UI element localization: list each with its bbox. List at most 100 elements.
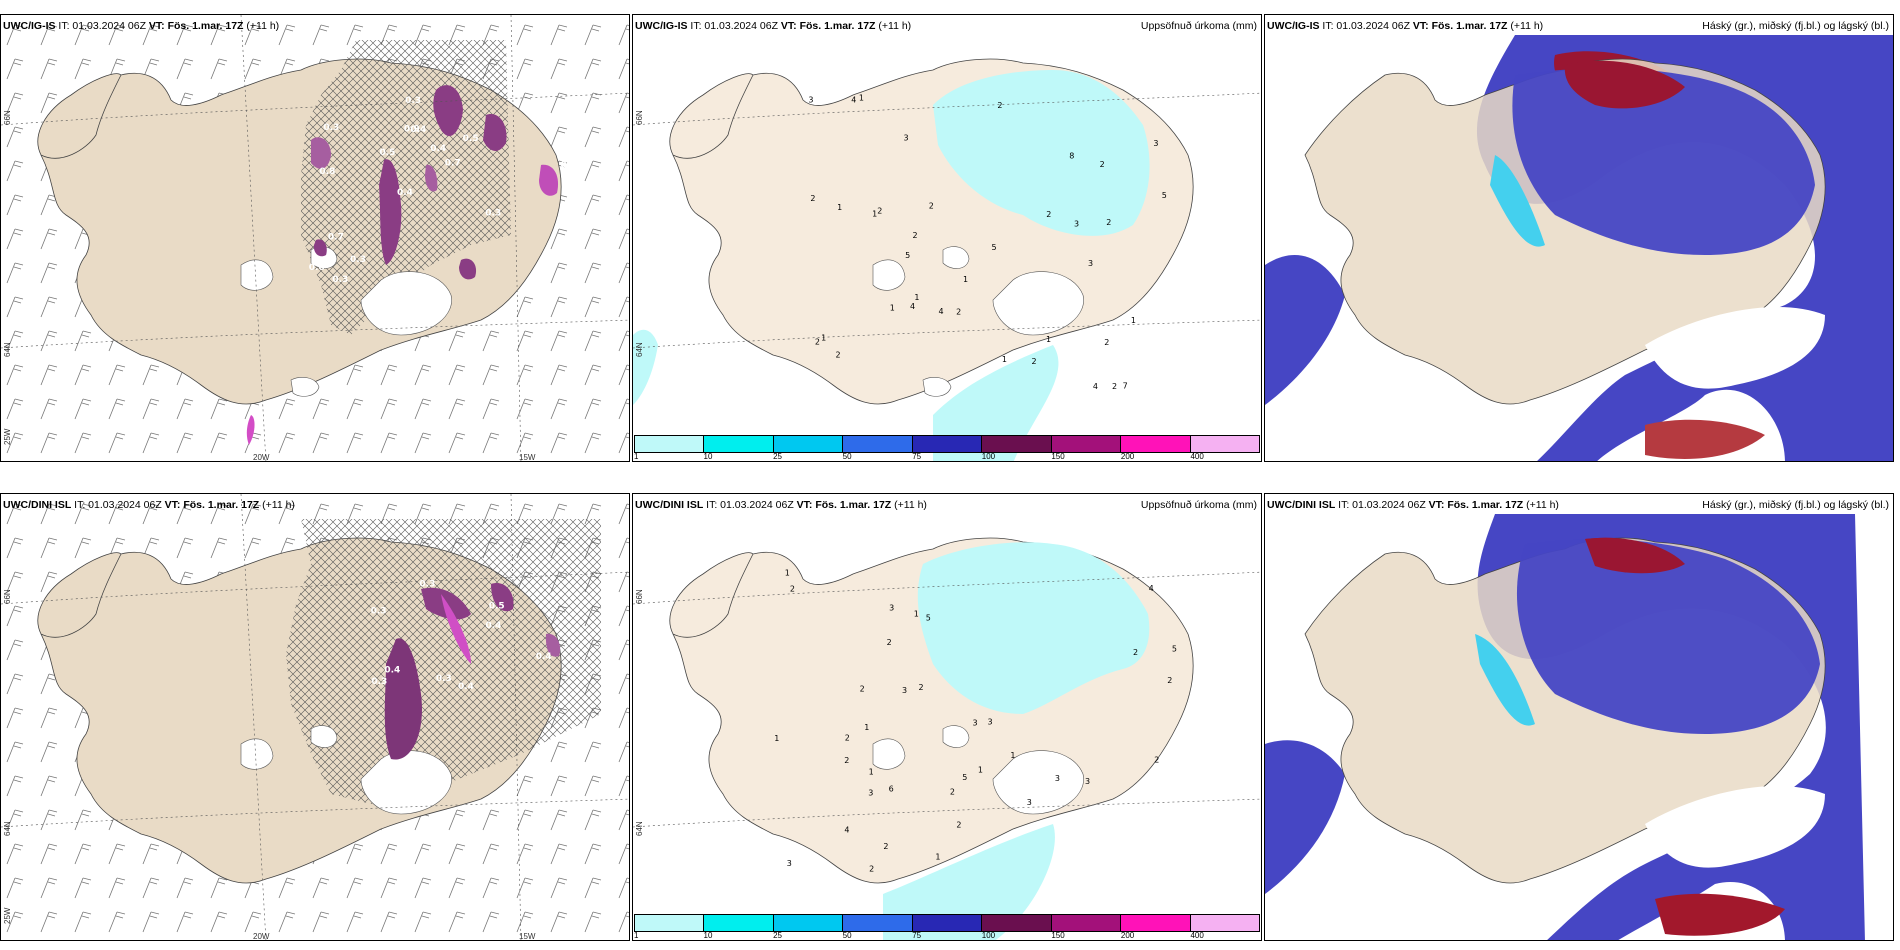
lat-label-64: 64N [3, 342, 12, 357]
map-value-label: 1 [864, 723, 869, 732]
map-value-label: 3 [1153, 139, 1158, 148]
precip-colorbar [634, 914, 1260, 932]
glacier-vatnajokull [992, 750, 1084, 815]
map-value-label: 2 [1104, 338, 1109, 347]
map-value-label: 0.5 [379, 148, 395, 158]
map-value-label: 2 [860, 684, 865, 693]
hatched-area [286, 519, 601, 804]
lead-time: (+11 h) [878, 20, 912, 32]
map-value-label: 7 [1123, 382, 1128, 391]
model-name: UWC/DINI ISL [3, 499, 72, 511]
map-value-label: 2 [810, 194, 815, 203]
precip-colorbar-labels: 1 10 25 50 75 100 150 200 400 [634, 931, 1260, 940]
lead-time: (+11 h) [894, 499, 927, 511]
map-value-label: 2 [1112, 382, 1117, 391]
map-value-label: 2 [1154, 756, 1159, 765]
map-value-label: 5 [905, 251, 910, 260]
map-value-label: 1 [872, 209, 877, 218]
map-value-label: 0.8 [319, 167, 335, 177]
map-value-label: 0.5 [489, 601, 505, 611]
map-value-label: 4 [938, 307, 943, 316]
map-value-label: 2 [887, 638, 892, 647]
cloud-high-red-s [1645, 419, 1765, 459]
precip-cyan-north [933, 70, 1150, 236]
glacier-langjokull [872, 259, 906, 291]
map-value-label: 2 [1046, 210, 1051, 219]
map-value-label: 5 [1162, 191, 1167, 200]
precip-magenta-2 [246, 415, 255, 445]
map-value-label: 0.3 [485, 209, 501, 219]
lead-time: (+11 h) [1510, 20, 1544, 32]
colorbar-segment [1121, 436, 1191, 452]
colorbar-segment [773, 436, 844, 452]
colorbar-segment [704, 915, 774, 931]
map-value-label: 1 [935, 852, 940, 861]
valid-time: Fös. 1.mar. 17Z [167, 20, 244, 32]
glacier-myrdalsjokull [290, 377, 320, 397]
map-value-label: 2 [1106, 218, 1111, 227]
cloud-red-over-land [1564, 60, 1685, 109]
colorbar-segment [773, 915, 844, 931]
lat-line-66 [633, 571, 1261, 605]
map-value-label: 2 [1032, 357, 1037, 366]
map-value-label: 4 [851, 96, 856, 105]
map-value-label: 2 [950, 787, 955, 796]
map-value-label: 0.4 [397, 188, 413, 198]
lat-line-64 [633, 319, 1261, 349]
map-value-label: 0.6 [309, 263, 325, 273]
panel-header: UWC/IG-IS IT: 01.03.2024 06Z VT: Fös. 1.… [635, 20, 1257, 32]
map-value-label: 4 [1149, 584, 1154, 593]
lon-label-15: 15W [519, 932, 536, 941]
map-value-label: 0.3 [350, 255, 366, 265]
map-value-label: 0.4 [485, 621, 501, 631]
map-value-label: 3 [1027, 798, 1032, 807]
map-value-label: 2 [929, 201, 934, 210]
map-value-label: 1 [859, 93, 864, 102]
map-value-label: 0.3 [332, 275, 348, 285]
map-value-label: 0.7 [445, 158, 461, 168]
valid-time: Fös. 1.mar. 17Z [183, 499, 260, 511]
colorbar-tick-label: 200 [1120, 931, 1135, 940]
map-value-label: 3 [808, 95, 813, 104]
cloud-title: Háský (gr.), miðský (fj.bl.) og lágský (… [1702, 20, 1889, 32]
map-value-label: 3 [987, 717, 992, 726]
precip-purple-1 [433, 85, 463, 137]
colorbar-tick-label: 100 [981, 452, 996, 461]
colorbar-tick-label: 150 [1051, 931, 1065, 940]
model-name: UWC/DINI ISL [1267, 499, 1336, 511]
lon-label-20: 20W [253, 453, 270, 462]
map-value-label: 2 [1133, 648, 1138, 657]
glacier-hofsjokull [310, 725, 338, 748]
init-time: IT: 01.03.2024 06Z [1338, 499, 1426, 511]
colorbar-tick-label: 150 [1051, 452, 1065, 461]
lat-label-64: 64N [635, 342, 644, 357]
colorbar-tick-label: 50 [842, 452, 852, 461]
panel-ig-clouds: UWC/IG-IS IT: 01.03.2024 06Z VT: Fös. 1.… [1264, 14, 1894, 462]
map-value-label: 1 [914, 609, 919, 618]
map-value-label: 0.4 [532, 272, 548, 282]
map-value-label: 3 [1055, 774, 1060, 783]
map-value-label: 1 [890, 303, 895, 312]
map-value-label: 0.3 [323, 123, 339, 133]
colorbar-tick-label: 75 [912, 931, 922, 940]
map-value-label: 0.4 [410, 125, 426, 135]
map-value-label: 8 [1069, 152, 1074, 161]
colorbar-segment [912, 436, 983, 452]
cloud-mid-edge [1265, 740, 1345, 894]
colorbar-segment [1190, 915, 1259, 931]
map-value-label: 0.3 [371, 677, 387, 687]
land-westfjords [669, 552, 754, 638]
map-value-label: 0.5 [536, 116, 552, 126]
map-value-label: 1 [1002, 355, 1007, 364]
map-value-label: 2 [1167, 676, 1172, 685]
land-westfjords [37, 73, 122, 159]
map-value-label: 3 [787, 859, 792, 868]
map-value-label: 2 [956, 820, 961, 829]
colorbar-tick-label: 400 [1190, 452, 1204, 461]
map-value-label: 2 [918, 683, 923, 692]
vt-label: VT: [1412, 20, 1429, 32]
precip-purple-2 [379, 159, 402, 265]
map-value-label: 0.7 [328, 233, 344, 243]
valid-time: Fös. 1.mar. 17Z [799, 20, 876, 32]
